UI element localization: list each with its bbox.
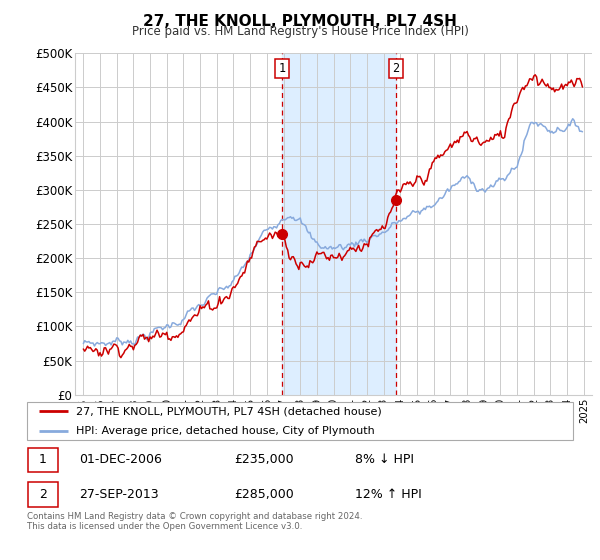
FancyBboxPatch shape (28, 447, 58, 472)
Text: 27, THE KNOLL, PLYMOUTH, PL7 4SH (detached house): 27, THE KNOLL, PLYMOUTH, PL7 4SH (detach… (76, 407, 382, 417)
Text: 1: 1 (39, 453, 47, 466)
Text: Contains HM Land Registry data © Crown copyright and database right 2024.
This d: Contains HM Land Registry data © Crown c… (27, 512, 362, 531)
Text: Price paid vs. HM Land Registry's House Price Index (HPI): Price paid vs. HM Land Registry's House … (131, 25, 469, 38)
Text: 27, THE KNOLL, PLYMOUTH, PL7 4SH: 27, THE KNOLL, PLYMOUTH, PL7 4SH (143, 14, 457, 29)
Text: 01-DEC-2006: 01-DEC-2006 (79, 453, 162, 466)
Text: 1: 1 (278, 62, 286, 75)
FancyBboxPatch shape (27, 402, 573, 440)
Text: £285,000: £285,000 (235, 488, 294, 501)
FancyBboxPatch shape (28, 482, 58, 507)
Text: 2: 2 (39, 488, 47, 501)
Text: 27-SEP-2013: 27-SEP-2013 (79, 488, 158, 501)
Text: 8% ↓ HPI: 8% ↓ HPI (355, 453, 413, 466)
Bar (282, 53, 396, 395)
Text: HPI: Average price, detached house, City of Plymouth: HPI: Average price, detached house, City… (76, 426, 375, 436)
Text: 12% ↑ HPI: 12% ↑ HPI (355, 488, 421, 501)
Text: 2: 2 (392, 62, 400, 75)
Text: £235,000: £235,000 (235, 453, 294, 466)
